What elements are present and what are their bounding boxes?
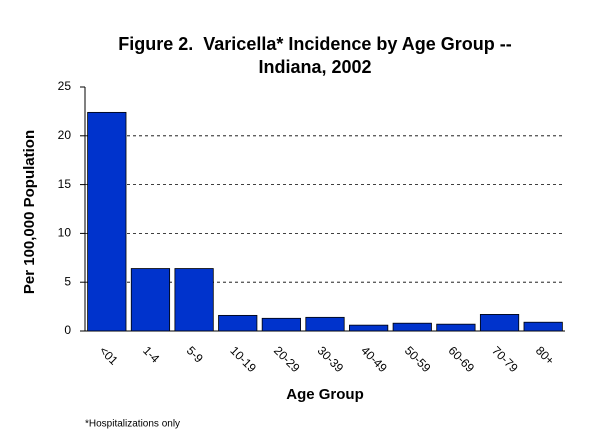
x-tick-label: 20-29 xyxy=(271,343,303,375)
footnote: *Hospitalizations only xyxy=(85,419,180,430)
x-tick-label: <01 xyxy=(96,343,121,368)
x-tick-label: 50-59 xyxy=(402,343,434,375)
bar xyxy=(87,111,127,332)
bar xyxy=(436,323,476,332)
x-tick-label: 1-4 xyxy=(140,343,162,365)
bar xyxy=(349,324,389,332)
x-tick-label: 10-19 xyxy=(227,343,259,375)
bar xyxy=(479,314,520,332)
x-tick-label: 70-79 xyxy=(489,343,521,375)
bar xyxy=(523,321,563,332)
bar xyxy=(392,322,432,332)
bar xyxy=(261,317,301,332)
y-tick-label: 25 xyxy=(58,79,72,93)
y-tick-label: 15 xyxy=(58,177,72,191)
x-tick-label: 5-9 xyxy=(184,343,206,365)
bar xyxy=(174,268,214,332)
chart-title: Indiana, 2002 xyxy=(258,57,371,77)
x-axis-title: Age Group xyxy=(286,386,364,403)
x-tick-label: 40-49 xyxy=(358,343,390,375)
y-tick-label: 0 xyxy=(64,323,71,337)
y-tick-label: 20 xyxy=(58,128,72,142)
y-axis-title: Per 100,000 Population xyxy=(21,130,38,294)
bar xyxy=(305,316,345,332)
bar xyxy=(218,314,258,332)
x-tick-label: 80+ xyxy=(533,343,557,367)
x-tick-label: 60-69 xyxy=(446,343,478,375)
chart-title: Figure 2. Varicella* Incidence by Age Gr… xyxy=(118,34,511,54)
x-tick-label: 30-39 xyxy=(315,343,347,375)
bar xyxy=(130,268,171,332)
y-tick-label: 5 xyxy=(64,274,71,288)
y-tick-label: 10 xyxy=(58,226,72,240)
